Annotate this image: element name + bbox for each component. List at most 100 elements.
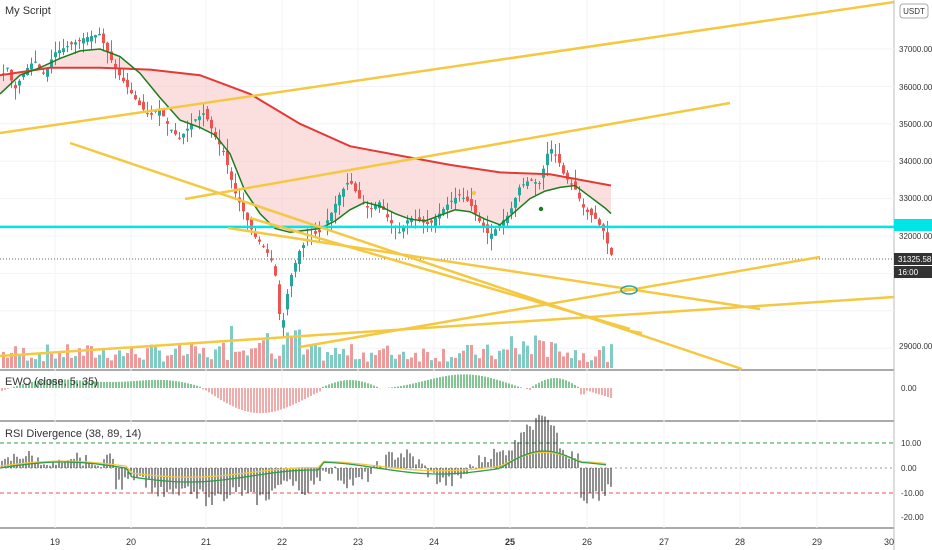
candle-body bbox=[34, 61, 37, 63]
x-tick-label: 23 bbox=[353, 537, 363, 547]
highlight-ellipse[interactable] bbox=[620, 285, 638, 295]
volume-bar bbox=[2, 351, 5, 368]
candle-body bbox=[86, 37, 89, 42]
trendline[interactable] bbox=[227, 226, 761, 311]
volume-bar bbox=[566, 352, 569, 368]
candle-body bbox=[90, 36, 93, 42]
volume-bar bbox=[554, 343, 557, 368]
volume-bar bbox=[54, 358, 57, 368]
candle-body bbox=[434, 218, 437, 226]
volume-bar bbox=[38, 353, 41, 368]
candle-body bbox=[366, 205, 369, 208]
volume-bar bbox=[186, 354, 189, 368]
candle-body bbox=[38, 64, 41, 68]
signal-dot bbox=[471, 190, 477, 196]
rsi-line bbox=[0, 450, 607, 483]
volume-bar bbox=[422, 348, 425, 368]
trendline[interactable] bbox=[0, 0, 895, 135]
volume-bar bbox=[462, 350, 465, 368]
x-tick-label: 28 bbox=[735, 537, 745, 547]
volume-bar bbox=[318, 347, 321, 368]
volume-bar bbox=[218, 346, 221, 368]
main-pane[interactable] bbox=[0, 0, 895, 371]
volume-bar bbox=[606, 361, 609, 368]
ewo-pane[interactable] bbox=[1, 374, 612, 414]
volume-bar bbox=[546, 356, 549, 368]
candle-body bbox=[162, 109, 165, 117]
volume-bar bbox=[90, 346, 93, 368]
candle-body bbox=[242, 201, 245, 212]
volume-bar bbox=[454, 357, 457, 368]
candle-body bbox=[406, 220, 409, 224]
currency-badge[interactable] bbox=[899, 3, 929, 19]
volume-bar bbox=[442, 348, 445, 368]
volume-bar bbox=[502, 349, 505, 368]
volume-bar bbox=[430, 360, 433, 368]
volume-bar bbox=[518, 354, 521, 368]
volume-bar bbox=[414, 352, 417, 368]
volume-bar bbox=[542, 341, 545, 368]
volume-bar bbox=[602, 346, 605, 368]
volume-bar bbox=[26, 360, 29, 368]
volume-bar bbox=[242, 350, 245, 368]
volume-bar bbox=[390, 354, 393, 368]
volume-bar bbox=[250, 348, 253, 368]
candle-body bbox=[14, 84, 17, 89]
trendline[interactable] bbox=[249, 216, 631, 331]
candle-body bbox=[342, 188, 345, 197]
volume-bar bbox=[42, 361, 45, 368]
candle-body bbox=[350, 181, 353, 184]
trendline[interactable] bbox=[184, 101, 731, 201]
volume-bar bbox=[342, 349, 345, 368]
trendline[interactable] bbox=[299, 255, 821, 349]
volume-bar bbox=[386, 345, 389, 368]
volume-bar bbox=[154, 346, 157, 368]
volume-bar bbox=[234, 351, 237, 368]
volume-bar bbox=[450, 356, 453, 368]
candle-body bbox=[590, 208, 593, 216]
candle-body bbox=[586, 209, 589, 213]
candle-body bbox=[210, 119, 213, 129]
volume-bar bbox=[426, 352, 429, 368]
volume-bar bbox=[514, 348, 517, 368]
volume-bar bbox=[110, 360, 113, 368]
candle-body bbox=[374, 205, 377, 209]
trendline[interactable] bbox=[629, 329, 643, 335]
candle-body bbox=[418, 217, 421, 222]
candle-body bbox=[278, 284, 281, 315]
candle-body bbox=[454, 197, 457, 204]
volume-bar bbox=[590, 360, 593, 368]
candle-body bbox=[254, 232, 257, 238]
volume-bar bbox=[438, 361, 441, 368]
volume-bar bbox=[290, 337, 293, 368]
volume-bar bbox=[6, 357, 9, 368]
candle-body bbox=[514, 197, 517, 208]
volume-bar bbox=[482, 348, 485, 368]
volume-bar bbox=[558, 351, 561, 368]
candle-body bbox=[194, 119, 197, 121]
candle-body bbox=[462, 197, 465, 199]
ma-fill-area bbox=[0, 49, 611, 233]
volume-bar bbox=[130, 346, 133, 368]
candle-body bbox=[274, 266, 277, 276]
volume-bar bbox=[582, 353, 585, 368]
candle-body bbox=[206, 108, 209, 120]
candle-body bbox=[54, 52, 57, 58]
candle-body bbox=[198, 116, 201, 121]
last-price-tag bbox=[894, 253, 932, 265]
volume-bar bbox=[262, 340, 265, 368]
rsi-y-tick-label: -10.00 bbox=[901, 489, 924, 498]
rsi-pane[interactable] bbox=[0, 414, 894, 507]
volume-bar bbox=[142, 359, 145, 368]
volume-bar bbox=[298, 329, 301, 368]
candle-body bbox=[594, 212, 597, 219]
volume-bar bbox=[254, 348, 257, 368]
candle-body bbox=[358, 190, 361, 199]
volume-bar bbox=[102, 350, 105, 368]
y-tick-label: 35000.00 bbox=[899, 120, 932, 129]
candle-body bbox=[202, 113, 205, 115]
trendline[interactable] bbox=[0, 295, 895, 358]
volume-bar bbox=[330, 354, 333, 368]
volume-bar bbox=[294, 330, 297, 368]
